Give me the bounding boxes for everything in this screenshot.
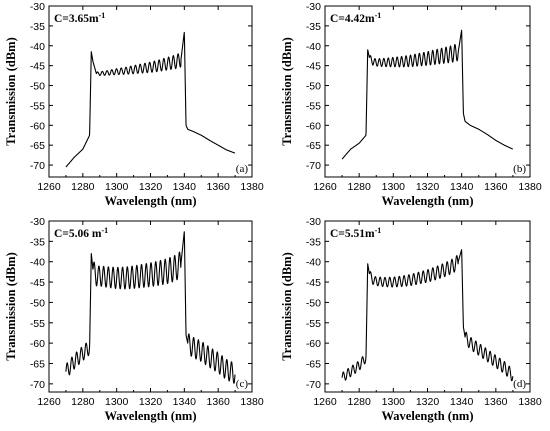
chart-panel-b: 1260 1280 1300 1320 1340 1360 1380 -30 -35 -40 -45… bbox=[280, 1, 542, 208]
curvature-annotation: C=5.06 m-1 bbox=[54, 226, 108, 240]
y-tick-label: -30 bbox=[306, 1, 321, 13]
y-tick-label: -70 bbox=[30, 160, 45, 172]
x-tick-label: 1260 bbox=[313, 396, 337, 408]
x-tick-label: 1260 bbox=[313, 181, 337, 193]
curvature-annotation: C=3.65m-1 bbox=[54, 11, 105, 25]
transmission-series-line bbox=[65, 231, 236, 384]
x-tick-label: 1340 bbox=[173, 396, 197, 408]
panel-label: (d) bbox=[513, 378, 526, 390]
x-axis-label: Wavelength (nm) bbox=[381, 194, 473, 208]
x-tick-label: 1280 bbox=[347, 181, 371, 193]
y-tick-label: -40 bbox=[30, 257, 45, 269]
x-tick-label: 1380 bbox=[240, 181, 264, 193]
y-tick-label: -45 bbox=[306, 277, 321, 289]
x-axis-label: Wavelength (nm) bbox=[104, 409, 196, 423]
y-tick-label: -65 bbox=[30, 359, 45, 371]
x-axis-label: Wavelength (nm) bbox=[104, 194, 196, 208]
y-tick-label: -55 bbox=[306, 318, 321, 330]
x-tick-label: 1280 bbox=[71, 181, 95, 193]
transmission-series-line bbox=[65, 31, 236, 168]
y-tick-label: -30 bbox=[306, 216, 321, 228]
x-tick-label: 1300 bbox=[105, 181, 129, 193]
panel-label: (b) bbox=[513, 163, 526, 175]
y-tick-label: -50 bbox=[30, 297, 45, 309]
x-axis-label: Wavelength (nm) bbox=[381, 409, 473, 423]
y-tick-label: -45 bbox=[306, 61, 321, 73]
y-tick-label: -40 bbox=[30, 41, 45, 53]
y-tick-label: -60 bbox=[30, 120, 45, 132]
y-tick-label: -50 bbox=[30, 81, 45, 93]
panel-label: (c) bbox=[236, 378, 249, 390]
x-tick-label: 1380 bbox=[240, 396, 264, 408]
y-tick-label: -60 bbox=[30, 338, 45, 350]
curvature-annotation: C=5.51m-1 bbox=[330, 226, 381, 240]
y-tick-label: -30 bbox=[30, 1, 45, 13]
y-axis-label: Transmission (dBm) bbox=[4, 252, 18, 360]
y-tick-label: -45 bbox=[30, 61, 45, 73]
transmission-series-line bbox=[341, 249, 514, 382]
y-tick-label: -70 bbox=[306, 379, 321, 391]
y-tick-label: -70 bbox=[30, 379, 45, 391]
y-tick-label: -35 bbox=[30, 21, 45, 33]
plot-frame bbox=[324, 220, 531, 393]
chart-panel-a: 1260 1280 1300 1320 1340 1360 1380 -30 -35 -40 -45… bbox=[4, 1, 264, 208]
x-tick-label: 1320 bbox=[139, 181, 163, 193]
y-tick-label: -30 bbox=[30, 216, 45, 228]
chart-panel-d: 1260 1280 1300 1320 1340 1360 1380 -30 -35 -40 -45… bbox=[280, 216, 542, 423]
x-tick-label: 1320 bbox=[416, 181, 440, 193]
y-tick-label: -40 bbox=[306, 41, 321, 53]
y-tick-label: -35 bbox=[306, 236, 321, 248]
x-tick-label: 1280 bbox=[71, 396, 95, 408]
x-tick-label: 1300 bbox=[382, 181, 406, 193]
y-tick-label: -35 bbox=[306, 21, 321, 33]
x-tick-label: 1340 bbox=[450, 181, 474, 193]
x-tick-label: 1280 bbox=[347, 396, 371, 408]
y-axis-label: Transmission (dBm) bbox=[280, 37, 294, 145]
y-tick-label: -60 bbox=[306, 338, 321, 350]
x-tick-label: 1360 bbox=[484, 396, 508, 408]
y-tick-label: -65 bbox=[30, 140, 45, 152]
y-tick-label: -45 bbox=[30, 277, 45, 289]
x-tick-label: 1320 bbox=[416, 396, 440, 408]
y-tick-label: -65 bbox=[306, 140, 321, 152]
plot-frame bbox=[48, 5, 253, 178]
x-tick-label: 1300 bbox=[382, 396, 406, 408]
curvature-annotation: C=4.42m-1 bbox=[330, 11, 381, 25]
y-tick-label: -55 bbox=[30, 100, 45, 112]
y-tick-label: -70 bbox=[306, 160, 321, 172]
x-tick-label: 1380 bbox=[518, 396, 542, 408]
x-tick-label: 1360 bbox=[206, 181, 230, 193]
x-tick-label: 1360 bbox=[484, 181, 508, 193]
x-tick-label: 1260 bbox=[37, 396, 61, 408]
x-tick-label: 1340 bbox=[173, 181, 197, 193]
x-tick-label: 1380 bbox=[518, 181, 542, 193]
transmission-series-line bbox=[341, 29, 514, 160]
y-tick-label: -55 bbox=[30, 318, 45, 330]
y-axis-label: Transmission (dBm) bbox=[4, 37, 18, 145]
chart-panel-c: 1260 1280 1300 1320 1340 1360 1380 -30 -35 -40 -45… bbox=[4, 216, 264, 423]
y-tick-label: -35 bbox=[30, 236, 45, 248]
y-tick-label: -50 bbox=[306, 81, 321, 93]
x-tick-label: 1300 bbox=[105, 396, 129, 408]
y-tick-label: -50 bbox=[306, 297, 321, 309]
x-tick-label: 1360 bbox=[206, 396, 230, 408]
y-axis-label: Transmission (dBm) bbox=[280, 252, 294, 360]
y-tick-label: -60 bbox=[306, 120, 321, 132]
x-tick-label: 1320 bbox=[139, 396, 163, 408]
x-tick-label: 1260 bbox=[37, 181, 61, 193]
y-tick-label: -55 bbox=[306, 100, 321, 112]
y-tick-label: -40 bbox=[306, 257, 321, 269]
plot-frame bbox=[324, 5, 531, 178]
y-tick-label: -65 bbox=[306, 359, 321, 371]
plot-frame bbox=[48, 220, 253, 393]
x-tick-label: 1340 bbox=[450, 396, 474, 408]
panel-label: (a) bbox=[236, 163, 249, 175]
